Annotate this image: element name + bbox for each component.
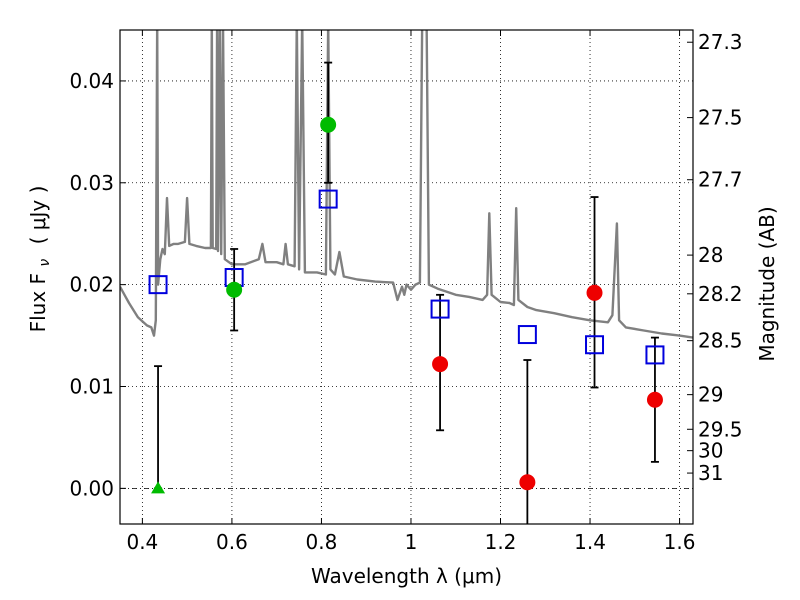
square-marker xyxy=(148,275,168,295)
x-axis-label: Wavelength λ (μm) xyxy=(311,564,502,588)
right-tick-label: 28 xyxy=(698,243,723,267)
grid xyxy=(120,30,693,524)
spectrum-line xyxy=(120,30,693,339)
square-marker xyxy=(318,189,338,209)
right-tick-label: 27.3 xyxy=(698,30,743,54)
square-marker xyxy=(585,335,605,355)
right-tick-label: 30 xyxy=(698,439,723,463)
axis-ticks: 0.4 0.6 0.8 1 1.2 1.4 1.6 0.00 0.01 0.02 0.03 0.04 2… xyxy=(69,30,743,554)
right-tick-label: 28.2 xyxy=(698,282,743,306)
y-tick-label: 0.04 xyxy=(69,69,114,93)
x-tick-label: 0.8 xyxy=(306,530,338,554)
y-tick-label: 0.01 xyxy=(69,374,114,398)
x-tick-label: 1.4 xyxy=(574,530,606,554)
right-tick-label: 27.5 xyxy=(698,106,743,130)
right-tick-label: 31 xyxy=(698,461,723,485)
square-marker xyxy=(430,299,450,319)
right-tick-label: 27.7 xyxy=(698,168,743,192)
right-tick-label: 28.5 xyxy=(698,329,743,353)
x-tick-label: 0.6 xyxy=(216,530,248,554)
x-tick-label: 1 xyxy=(405,530,418,554)
triangle-marker xyxy=(151,481,166,494)
y-tick-label: 0.02 xyxy=(69,273,114,297)
circle-marker xyxy=(432,356,449,373)
y-tick-label: 0.00 xyxy=(69,476,114,500)
square-marker xyxy=(517,325,537,345)
y-tick-label: 0.03 xyxy=(69,171,114,195)
y-axis-label-main: Flux F xyxy=(26,273,50,332)
plot-frame xyxy=(119,29,694,525)
x-tick-label: 1.6 xyxy=(664,530,696,554)
circle-marker xyxy=(646,391,663,408)
data-markers xyxy=(148,116,665,494)
y-axis-label-sub: ν xyxy=(37,259,53,267)
y-axis-label-unit: ( μJy ) xyxy=(26,186,50,245)
x-tick-label: 1.2 xyxy=(485,530,517,554)
circle-marker xyxy=(226,281,243,298)
right-tick-label: 29 xyxy=(698,383,723,407)
square-marker xyxy=(645,345,665,365)
right-tick-label: 29.5 xyxy=(698,417,743,441)
x-tick-label: 0.4 xyxy=(126,530,158,554)
circle-marker xyxy=(320,116,337,133)
circle-marker xyxy=(586,284,603,301)
circle-marker xyxy=(519,474,536,491)
y-axis-label-right: Magnitude (AB) xyxy=(755,206,779,361)
y-axis-label-left: Flux F ν ( μJy ) xyxy=(26,186,54,333)
template-spectrum xyxy=(120,30,693,339)
